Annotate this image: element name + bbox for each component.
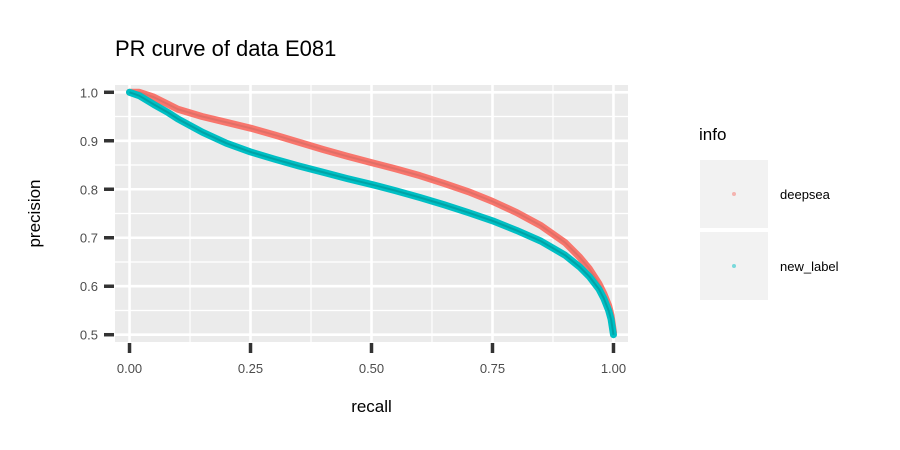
- y-tick-label: 0.9: [80, 134, 98, 149]
- x-tick-label: 1.00: [601, 361, 626, 376]
- legend-title: info: [699, 125, 726, 144]
- legend: info deepsea new_label: [699, 125, 839, 300]
- x-tick-label: 0.75: [480, 361, 505, 376]
- x-tick-label: 0.50: [359, 361, 384, 376]
- series-deepsea-core: [129, 91, 615, 333]
- y-tick-label: 1.0: [80, 85, 98, 100]
- series-new-label-core: [129, 91, 615, 335]
- grid-major: [115, 85, 628, 342]
- y-tick-label: 0.6: [80, 279, 98, 294]
- legend-items: deepsea new_label: [700, 160, 839, 300]
- x-axis-title: recall: [351, 397, 392, 416]
- y-axis: 0.5 0.6 0.7 0.8 0.9 1.0: [80, 85, 114, 343]
- x-tick-label: 0.00: [117, 361, 142, 376]
- y-tick-label: 0.7: [80, 231, 98, 246]
- y-tick-label: 0.5: [80, 328, 98, 343]
- legend-marker-deepsea: [732, 192, 736, 196]
- legend-label-new-label: new_label: [780, 259, 839, 274]
- legend-marker-new-label: [732, 264, 736, 268]
- legend-label-deepsea: deepsea: [780, 187, 831, 202]
- x-tick-label: 0.25: [238, 361, 263, 376]
- chart-title: PR curve of data E081: [115, 36, 336, 61]
- y-axis-title: precision: [25, 179, 44, 247]
- x-axis: 0.00 0.25 0.50 0.75 1.00: [117, 343, 626, 376]
- y-tick-label: 0.8: [80, 182, 98, 197]
- series-layer: [126, 88, 617, 339]
